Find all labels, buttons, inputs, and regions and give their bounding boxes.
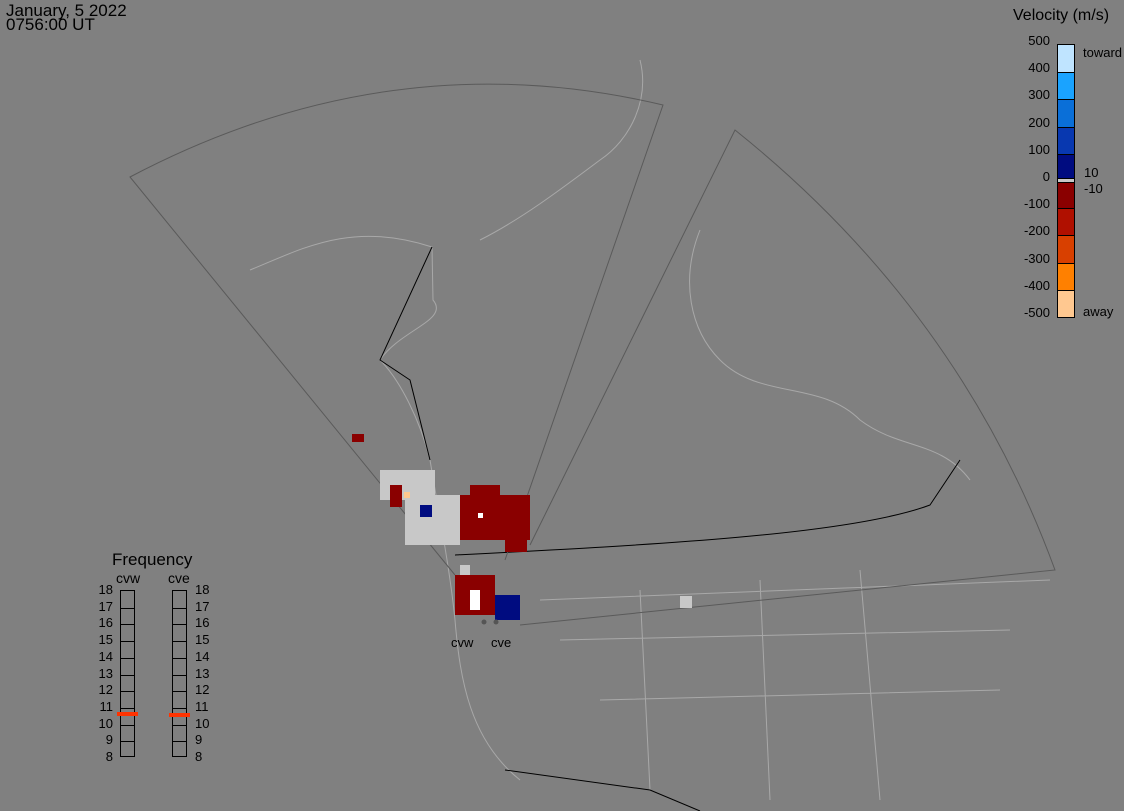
colorbar-segment — [1058, 45, 1074, 73]
radar-label-cve: cve — [491, 635, 512, 650]
frequency-tick: 10 — [195, 715, 210, 731]
frequency-tick: 11 — [99, 698, 114, 714]
colorbar-tick: -300 — [1023, 250, 1050, 266]
colorbar-segment — [1058, 289, 1074, 317]
colorbar-tick: -100 — [1023, 196, 1050, 212]
colorbar-tick: 400 — [1028, 60, 1050, 76]
frequency-tick: 10 — [98, 715, 113, 731]
frequency-tick: 13 — [98, 665, 113, 681]
frequency-tick: 16 — [195, 615, 210, 631]
cve-site — [493, 619, 499, 625]
colorbar-tick: 100 — [1028, 141, 1050, 157]
cvw-site — [481, 619, 487, 625]
frequency-tick: 12 — [98, 682, 113, 698]
freq-radar-cvw: cvw — [116, 570, 141, 586]
frequency-tick: 15 — [98, 632, 113, 648]
border — [379, 246, 961, 811]
colorbar-segment — [1058, 153, 1074, 181]
radar-fans — [129, 83, 1056, 626]
frequency-marker-cve — [169, 713, 190, 718]
colorbar-tick: 0 — [1042, 169, 1050, 184]
frequency-tick: 18 — [195, 582, 210, 597]
colorbar-tick: 200 — [1028, 114, 1050, 130]
coastlines — [249, 59, 1051, 801]
frequency-marker-cvw — [117, 711, 138, 716]
frequency-tick: 8 — [105, 749, 113, 764]
colorbar-tick: -200 — [1023, 223, 1050, 239]
frequency-tick: 17 — [195, 598, 210, 614]
velocity-colorbar — [1057, 44, 1075, 318]
frequency-tick: 9 — [195, 732, 203, 748]
frequency-tick: 15 — [195, 632, 210, 648]
time-label: 0756:00 UT — [6, 15, 95, 34]
frequency-title: Frequency — [112, 550, 193, 569]
colorbar-segment — [1058, 235, 1074, 263]
frequency-tick: 12 — [195, 682, 210, 698]
colorbar-segment — [1058, 208, 1074, 236]
date-label: January, 5 2022 — [6, 1, 127, 20]
toward-label: toward — [1083, 45, 1123, 60]
frequency-bar-cvw — [120, 590, 135, 757]
pos-threshold-label: 10 — [1084, 165, 1099, 180]
frequency-tick: 16 — [98, 615, 113, 631]
colorbar-segment — [1058, 99, 1074, 127]
frequency-bar-cve — [172, 590, 187, 757]
ground-scatter-band — [1058, 178, 1074, 183]
colorbar-tick: -400 — [1023, 277, 1050, 293]
colorbar-segment — [1058, 181, 1074, 209]
frequency-tick: 14 — [98, 648, 113, 664]
radar-label-cvw: cvw — [451, 635, 474, 650]
colorbar-segment — [1058, 126, 1074, 154]
frequency-tick: 14 — [195, 648, 210, 664]
colorbar-tick: 300 — [1028, 87, 1050, 103]
colorbar-segment — [1058, 262, 1074, 290]
colorbar-segment — [1058, 72, 1074, 100]
frequency-tick: 11 — [195, 698, 209, 714]
freq-radar-cve: cve — [168, 570, 190, 586]
frequency-tick: 9 — [105, 732, 113, 748]
neg-threshold-label: -10 — [1084, 181, 1103, 196]
colorbar-tick: -500 — [1023, 305, 1050, 320]
colorbar-title: Velocity (m/s) — [1013, 7, 1110, 24]
radar-data — [352, 434, 692, 620]
frequency-tick: 13 — [195, 665, 210, 681]
away-label: away — [1083, 304, 1114, 319]
frequency-tick: 8 — [195, 749, 203, 764]
frequency-tick: 18 — [98, 582, 113, 597]
frequency-tick: 17 — [98, 598, 113, 614]
colorbar-tick: 500 — [1028, 33, 1050, 48]
